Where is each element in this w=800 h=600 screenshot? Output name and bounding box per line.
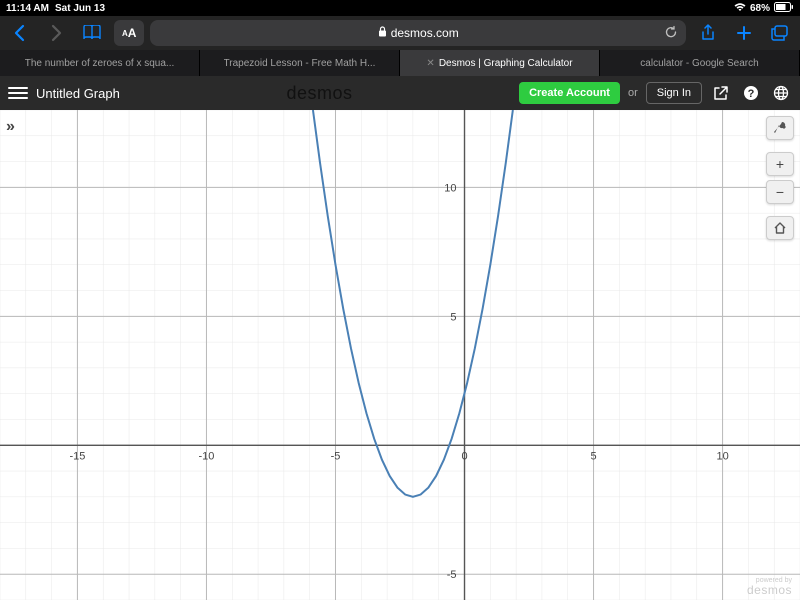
battery-percent: 68% [750, 3, 770, 14]
back-button[interactable] [6, 19, 34, 47]
create-account-button[interactable]: Create Account [519, 82, 620, 104]
tab-strip: The number of zeroes of x squa... Trapezo… [0, 50, 800, 76]
browser-tab[interactable]: Trapezoid Lesson - Free Math H... [200, 50, 400, 76]
status-date: Sat Jun 13 [55, 3, 105, 14]
expand-panel-button[interactable]: » [6, 118, 15, 136]
wrench-button[interactable] [766, 116, 794, 140]
language-button[interactable] [770, 82, 792, 104]
svg-text:-10: -10 [198, 450, 214, 462]
svg-text:10: 10 [716, 450, 728, 462]
browser-tab[interactable]: calculator - Google Search [600, 50, 800, 76]
graph-area[interactable]: » + − -15 -10 -5 0 5 10 10 5 -5 powered by desmo… [0, 110, 800, 600]
forward-button[interactable] [42, 19, 70, 47]
zoom-in-button[interactable]: + [766, 152, 794, 176]
bookmarks-button[interactable] [78, 19, 106, 47]
lock-icon [378, 26, 387, 40]
url-host: desmos.com [391, 26, 459, 40]
tab-label: calculator - Google Search [640, 58, 758, 69]
tab-label: Desmos | Graphing Calculator [439, 58, 573, 69]
graph-tools: + − [766, 116, 794, 240]
desmos-logo: desmos [286, 83, 352, 104]
powered-by-desmos: powered by desmos [747, 577, 792, 596]
new-tab-button[interactable] [730, 19, 758, 47]
graph-title[interactable]: Untitled Graph [36, 86, 120, 101]
graph-canvas[interactable]: -15 -10 -5 0 5 10 10 5 -5 [0, 110, 800, 600]
text-size-button[interactable]: AA [114, 20, 144, 46]
tab-label: The number of zeroes of x squa... [25, 58, 175, 69]
tabs-button[interactable] [766, 19, 794, 47]
tab-label: Trapezoid Lesson - Free Math H... [224, 58, 376, 69]
or-text: or [628, 87, 638, 99]
share-graph-button[interactable] [710, 82, 732, 104]
battery-icon [774, 2, 794, 15]
share-button[interactable] [694, 19, 722, 47]
svg-text:-15: -15 [69, 450, 85, 462]
ipad-status-bar: 11:14 AM Sat Jun 13 68% [0, 0, 800, 16]
status-time: 11:14 AM [6, 3, 49, 14]
svg-text:10: 10 [444, 182, 456, 194]
sign-in-button[interactable]: Sign In [646, 82, 702, 104]
address-bar[interactable]: desmos.com [150, 20, 686, 46]
desmos-header: Untitled Graph desmos Create Account or … [0, 76, 800, 110]
refresh-button[interactable] [664, 25, 678, 42]
help-button[interactable]: ? [740, 82, 762, 104]
close-tab-icon[interactable]: ✕ [426, 58, 434, 69]
zoom-out-button[interactable]: − [766, 180, 794, 204]
browser-tab[interactable]: The number of zeroes of x squa... [0, 50, 200, 76]
svg-text:?: ? [748, 88, 755, 100]
svg-text:-5: -5 [447, 569, 457, 581]
menu-button[interactable] [8, 87, 28, 99]
svg-text:5: 5 [450, 311, 456, 323]
wifi-icon [734, 2, 746, 15]
browser-tab[interactable]: ✕ Desmos | Graphing Calculator [400, 50, 600, 76]
svg-text:0: 0 [461, 450, 467, 462]
home-button[interactable] [766, 216, 794, 240]
safari-toolbar: AA desmos.com [0, 16, 800, 50]
svg-text:5: 5 [590, 450, 596, 462]
svg-text:-5: -5 [331, 450, 341, 462]
